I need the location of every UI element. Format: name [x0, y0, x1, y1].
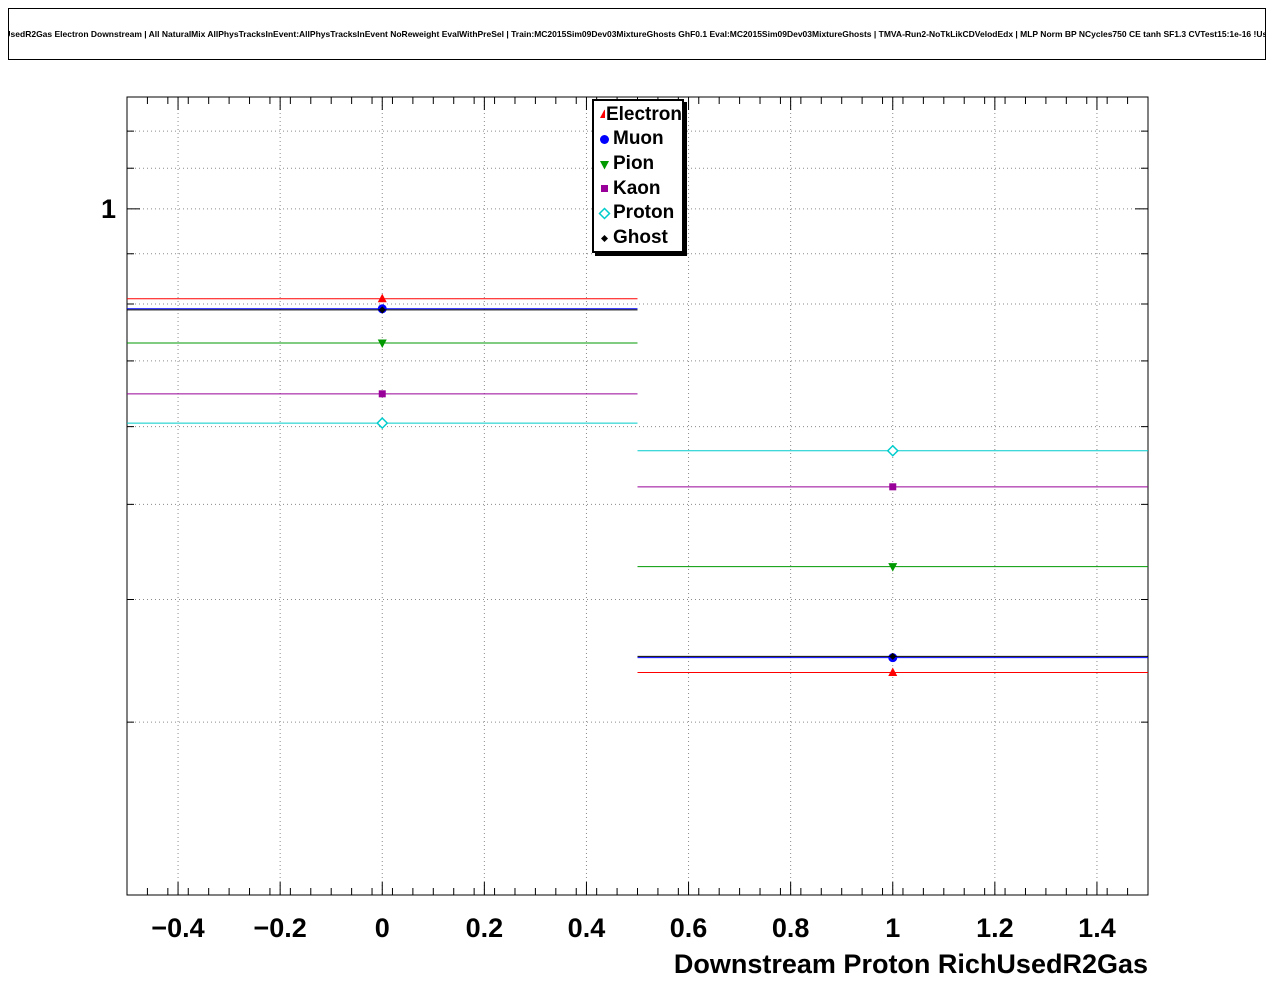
legend-item-muon: Muon	[597, 127, 682, 151]
legend-label: Proton	[613, 202, 675, 224]
diamond-open-icon	[598, 207, 611, 220]
legend-item-proton: Proton	[597, 201, 682, 225]
square-icon	[601, 185, 608, 193]
x-tick-label: 0.8	[772, 913, 810, 943]
legend-item-pion: Pion	[597, 152, 682, 176]
legend: Electron Muon Pion Kaon Proton Ghost	[592, 99, 684, 253]
x-axis-title: Downstream Proton RichUsedR2Gas	[673, 949, 1148, 979]
legend-item-kaon: Kaon	[597, 176, 682, 200]
x-tick-label: 1.2	[976, 913, 1014, 943]
x-tick-label: −0.4	[151, 913, 204, 943]
series-electron	[127, 293, 1148, 677]
legend-label: Kaon	[613, 177, 661, 199]
triangle-down-icon	[600, 160, 609, 170]
x-tick-label: 0.4	[568, 913, 606, 943]
legend-item-electron: Electron	[597, 102, 682, 126]
series-ghost	[127, 306, 1148, 660]
x-tick-label: 0	[375, 913, 390, 943]
gridlines	[127, 97, 1148, 895]
axes: −0.4 −0.2 0 0.2 0.4 0.6 0.8 1 1.2 1.4 1	[101, 97, 1149, 943]
series-proton	[127, 417, 1148, 457]
series-pion	[127, 339, 1148, 572]
plot-title: RichUsedR2Gas Electron Downstream | All …	[8, 8, 1266, 60]
diamond-small-icon	[601, 234, 608, 242]
x-tick-label: 1.4	[1078, 913, 1116, 943]
x-tick-label: −0.2	[253, 913, 306, 943]
circle-icon	[600, 134, 609, 144]
x-tick-label: 1	[885, 913, 900, 943]
legend-label: Ghost	[613, 227, 668, 249]
series-kaon	[127, 390, 1148, 491]
legend-label: Muon	[613, 128, 664, 150]
y-tick-label: 1	[101, 194, 116, 224]
x-tick-label: 0.6	[670, 913, 708, 943]
triangle-up-icon	[600, 109, 605, 119]
legend-label: Pion	[613, 153, 655, 175]
legend-item-ghost: Ghost	[597, 226, 682, 250]
x-tick-label: 0.2	[466, 913, 504, 943]
legend-label: Electron	[605, 103, 682, 125]
